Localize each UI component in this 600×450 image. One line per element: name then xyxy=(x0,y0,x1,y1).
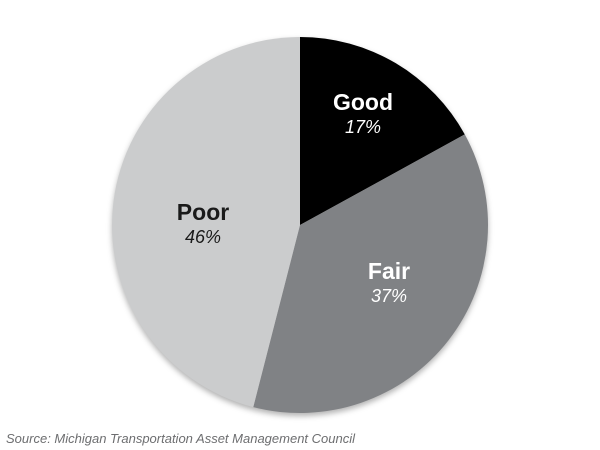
source-caption: Source: Michigan Transportation Asset Ma… xyxy=(6,431,356,446)
pie-slice-poor xyxy=(112,37,301,408)
pie-slice-fair xyxy=(253,134,489,413)
pie-slice-good xyxy=(300,37,465,225)
